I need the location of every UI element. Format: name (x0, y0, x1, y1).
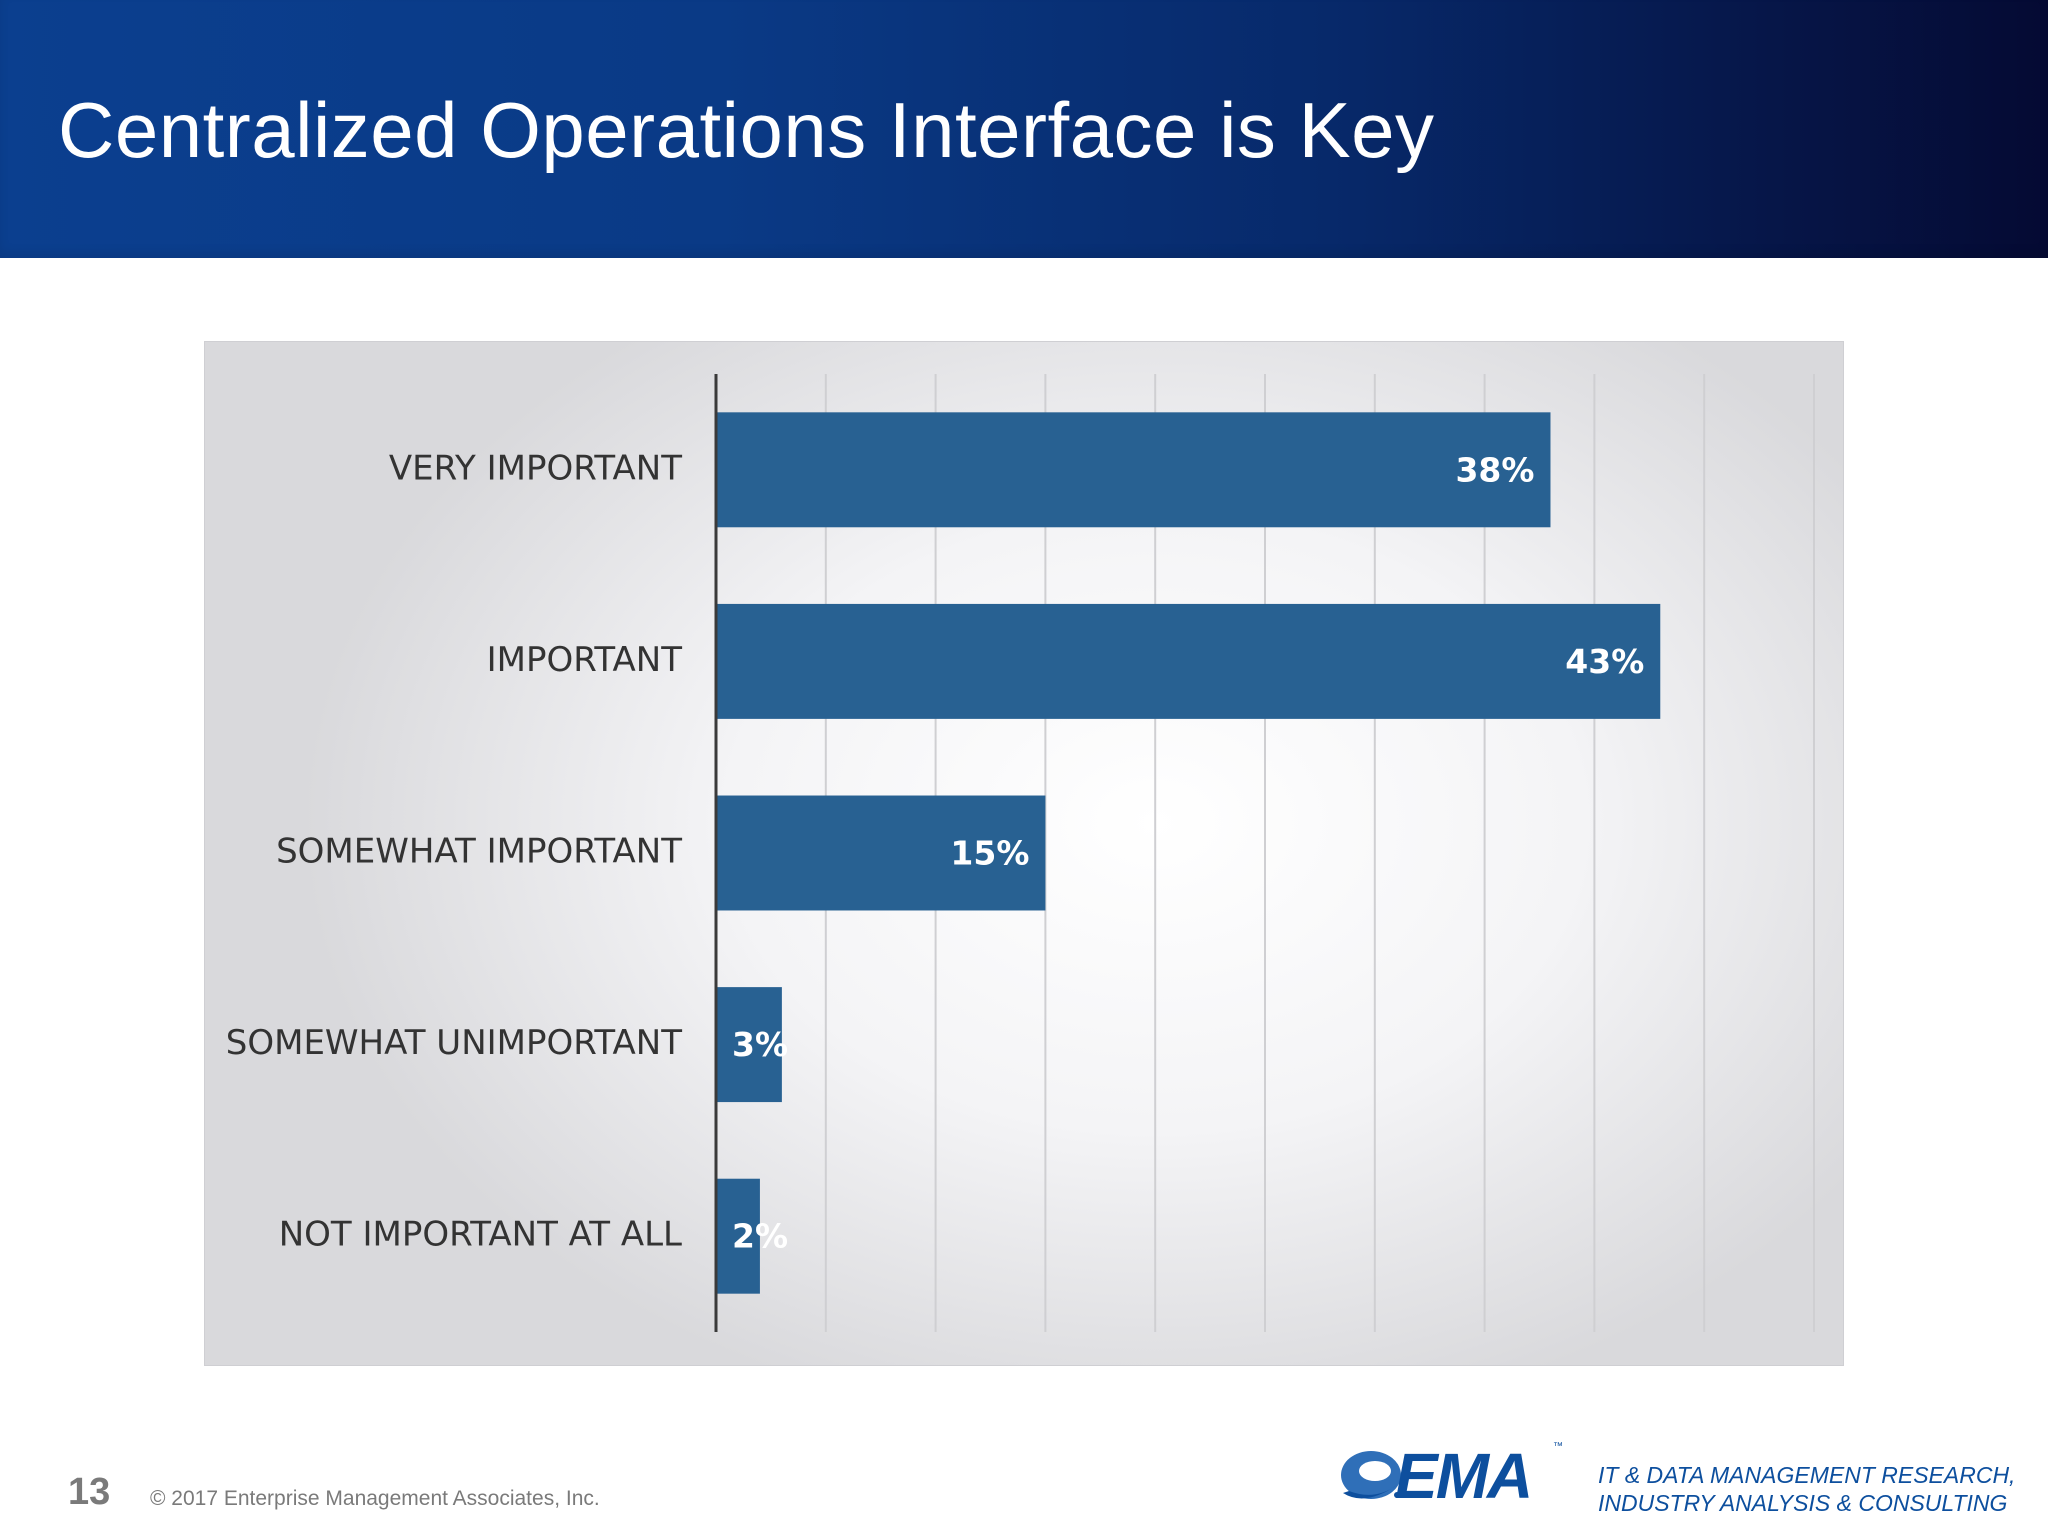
value-label: 38% (1455, 450, 1534, 489)
category-label: NOT IMPORTANT AT ALL (279, 1215, 682, 1255)
bar (716, 987, 782, 1103)
bars (716, 412, 1661, 1294)
tagline-line-2: INDUSTRY ANALYSIS & CONSULTING (1598, 1490, 2008, 1516)
ema-swoosh-icon (1341, 1451, 1401, 1499)
value-label: 43% (1565, 642, 1644, 681)
value-label: 2% (732, 1217, 788, 1256)
bar (716, 795, 1046, 911)
value-label: 3% (732, 1025, 788, 1064)
bar (716, 1178, 760, 1294)
gridlines (824, 374, 1815, 1332)
ema-logo: EMA ™ (1335, 1435, 1565, 1515)
copyright-text: © 2017 Enterprise Management Associates,… (150, 1487, 600, 1510)
bar (716, 412, 1551, 528)
slide-header: Centralized Operations Interface is Key (0, 0, 2048, 258)
trademark-mark: ™ (1553, 1441, 1563, 1452)
ema-logo-text: EMA (1395, 1440, 1533, 1512)
value-label: 15% (950, 834, 1029, 873)
tagline-line-1: IT & DATA MANAGEMENT RESEARCH, (1598, 1462, 2016, 1488)
page-number: 13 (68, 1471, 111, 1513)
category-label: VERY IMPORTANT (389, 448, 682, 488)
value-labels: 38% 43% 15% 3% 2% (732, 450, 1644, 1255)
category-labels: VERY IMPORTANT IMPORTANT SOMEWHAT IMPORTAN… (226, 448, 682, 1254)
category-label: SOMEWHAT UNIMPORTANT (226, 1023, 682, 1063)
category-label: SOMEWHAT IMPORTANT (276, 832, 682, 872)
category-label: IMPORTANT (487, 640, 683, 680)
chart-panel: VERY IMPORTANT IMPORTANT SOMEWHAT IMPORTAN… (204, 341, 1844, 1366)
slide-title: Centralized Operations Interface is Key (58, 86, 1435, 174)
bar-chart: VERY IMPORTANT IMPORTANT SOMEWHAT IMPORTAN… (226, 374, 1815, 1332)
bar (716, 603, 1661, 719)
company-tagline: IT & DATA MANAGEMENT RESEARCH, INDUSTRY … (1598, 1461, 2015, 1517)
